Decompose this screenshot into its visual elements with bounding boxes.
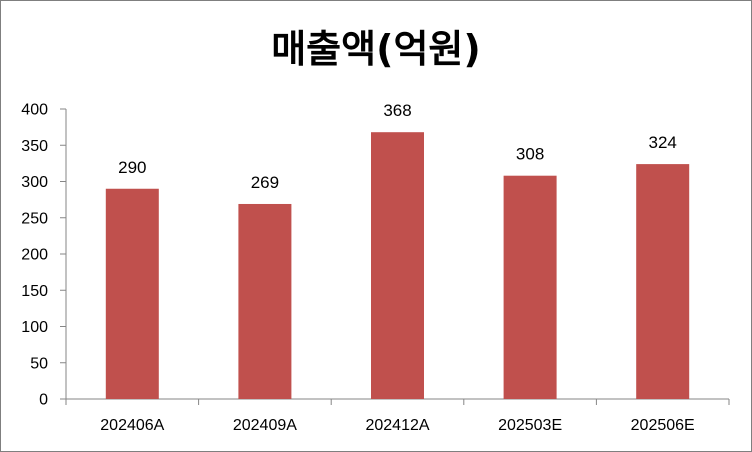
data-label: 290 [118,158,146,177]
y-tick-label: 150 [21,283,48,300]
x-tick-label: 202412A [365,417,429,434]
data-label: 324 [649,133,677,152]
bar [503,175,557,399]
x-tick-label: 202503E [498,417,562,434]
y-tick-label: 350 [21,138,48,155]
y-tick-label: 200 [21,247,48,264]
y-tick-label: 400 [21,102,48,119]
x-tick-label: 202506E [631,417,695,434]
y-tick-label: 0 [39,392,48,409]
y-tick-label: 250 [21,210,48,227]
bar [238,203,292,399]
data-label: 308 [516,145,544,164]
x-tick-label: 202406A [100,417,164,434]
data-label: 368 [383,101,411,120]
y-tick-label: 50 [30,355,48,372]
y-tick-label: 100 [21,319,48,336]
chart-title: 매출액(억원) [271,27,481,71]
bar [371,132,424,399]
y-tick-label: 300 [21,174,48,191]
bar [636,164,690,399]
bar [105,188,159,399]
data-label: 269 [251,173,279,192]
x-tick-label: 202409A [233,417,297,434]
